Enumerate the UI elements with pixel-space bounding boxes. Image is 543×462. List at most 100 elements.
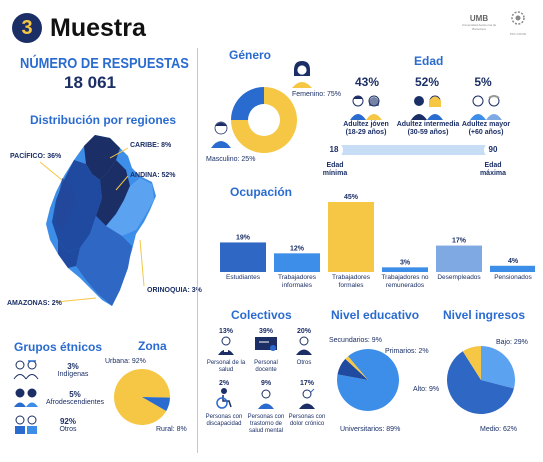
section-number-badge: 3 — [12, 13, 42, 43]
education-slice-secondary — [337, 358, 368, 380]
middle-adults-icon — [411, 95, 443, 120]
gender-slice-male — [231, 87, 264, 120]
age-old-pct: 5% — [474, 75, 492, 89]
zone-slice-rural — [142, 397, 170, 411]
zone-rural-label: Rural: 8% — [156, 426, 187, 433]
occupation-bar — [274, 253, 320, 272]
region-label-amazonas: AMAZONAS: 2% — [7, 300, 62, 307]
occupation-category-label: Desempleados — [437, 274, 481, 281]
region-label-andina: ANDINA: 52% — [130, 172, 176, 179]
chronic-pain-icon — [299, 388, 315, 409]
teacher-icon — [255, 337, 277, 351]
occupation-value-label: 3% — [400, 259, 411, 266]
collective-health: 13% Personal de la salud — [206, 328, 246, 373]
gear-icon — [511, 11, 525, 25]
collectives-title: Colectivos — [231, 308, 292, 322]
man-icon — [211, 121, 231, 148]
age-max-marker: 90 — [484, 142, 502, 158]
education-title: Nivel educativo — [331, 308, 420, 322]
gender-title: Género — [229, 48, 272, 62]
map-leader-lines — [39, 147, 145, 303]
older-adults-icon — [470, 95, 502, 120]
region-label-pacifico: PACÍFICO: 36% — [10, 153, 62, 160]
education-university-label: Universitarios: 89% — [340, 426, 401, 433]
age-min-marker: 18 — [325, 142, 343, 158]
regions-title: Distribución por regiones — [30, 113, 177, 127]
age-max-label: Edad máxima — [479, 162, 507, 177]
occupation-value-label: 19% — [236, 234, 251, 241]
education-slice-primary — [345, 356, 368, 380]
collective-others: 20% Otros — [288, 328, 320, 367]
occupation-value-label: 4% — [508, 258, 519, 265]
occupation-category-label: Trabajadores informales — [277, 274, 317, 289]
person-others-icon — [296, 336, 312, 355]
people-icon-afro — [14, 388, 38, 407]
income-high-label: Alto: 9% — [413, 386, 440, 393]
woman-icon — [292, 61, 312, 88]
people-icon-others — [15, 415, 37, 434]
responses-title: NÚMERO DE RESPUESTAS — [20, 55, 189, 72]
collective-disability: 2% Personas con discapacidad — [205, 380, 243, 427]
education-pie-chart — [337, 349, 399, 411]
health-worker-icon — [218, 336, 234, 355]
occupation-bar — [436, 245, 482, 272]
collective-chronic-pain: 17% Personas con dolor crónico — [288, 380, 326, 427]
ethnic-title: Grupos étnicos — [14, 340, 103, 354]
occupation-value-label: 12% — [290, 245, 305, 252]
occupation-category-label: Trabajadores no remunerados — [381, 274, 429, 289]
income-slice-low — [481, 346, 515, 389]
income-low-label: Bajo: 29% — [496, 339, 528, 346]
occupation-bar — [220, 242, 266, 272]
income-pie-chart — [447, 346, 515, 414]
occupation-bar — [490, 265, 535, 272]
occupation-bar-chart: 19% 12% 45% 3% 17% 4% — [220, 194, 535, 272]
occupation-value-label: 17% — [452, 238, 467, 245]
occupation-title: Ocupación — [230, 185, 293, 199]
column-divider — [197, 48, 198, 453]
income-slice-high — [462, 346, 481, 380]
age-range-bar — [330, 145, 500, 155]
zone-pie-chart — [114, 369, 170, 425]
age-old-label: Adultez mayor (+60 años) — [461, 121, 511, 136]
occupation-value-label: 45% — [344, 194, 359, 201]
occupation-category-label: Trabajadores formales — [331, 274, 371, 289]
region-label-orinoquia: ORINOQUIA: 3% — [147, 287, 202, 294]
education-secondary-label: Secundarios: 9% — [329, 337, 382, 344]
occupation-bar — [382, 267, 428, 272]
umb-logo: UMB Universidad Autónoma de Barcelona — [461, 14, 497, 31]
age-young-label: Adultez jóven (18-29 años) — [343, 121, 389, 136]
age-middle-label: Adultez intermedia (30-59 años) — [396, 121, 460, 136]
gender-slice-female — [231, 87, 297, 153]
collective-teachers: 39% Personal docente — [254, 328, 278, 373]
occupation-category-labels: Estudiantes Trabajadores informales Trabaj… — [210, 274, 535, 304]
gender-male-label: Masculino: 25% — [206, 156, 256, 163]
young-adults-icon — [350, 95, 382, 120]
occupation-category-label: Estudiantes — [226, 274, 260, 281]
education-primary-label: Primarios: 2% — [385, 348, 429, 355]
people-icon-indigenous — [13, 360, 39, 380]
wheelchair-icon — [216, 388, 232, 409]
psy-covid-logo: PSY-COVID — [503, 10, 533, 36]
age-title: Edad — [414, 54, 444, 68]
ethnic-afro: 5% Afrodescendientes — [46, 390, 104, 406]
ethnic-others: 92% Otros — [59, 417, 77, 433]
zone-title: Zona — [138, 339, 167, 353]
income-medium-label: Medio: 62% — [480, 426, 517, 433]
mental-health-icon — [258, 389, 274, 409]
page-title: Muestra — [50, 14, 146, 42]
income-slice-medium — [447, 351, 514, 414]
occupation-category-label: Pensionados — [494, 274, 532, 281]
zone-urban-label: Urbana: 92% — [105, 358, 146, 365]
occupation-bar — [328, 202, 374, 272]
colombia-map — [46, 135, 156, 306]
gender-female-label: Femenino: 75% — [292, 91, 342, 98]
gender-donut-chart — [231, 87, 297, 153]
responses-value: 18 061 — [64, 73, 116, 92]
income-title: Nivel ingresos — [443, 308, 526, 322]
age-young-pct: 43% — [355, 75, 380, 89]
age-min-label: Edad mínima — [322, 162, 348, 177]
region-label-caribe: CARIBE: 8% — [130, 142, 172, 149]
collective-mental-health: 9% Personas con trastorno de salud menta… — [247, 380, 285, 434]
ethnic-indigenous: 3% Indígenas — [57, 362, 89, 378]
age-middle-pct: 52% — [414, 75, 440, 89]
